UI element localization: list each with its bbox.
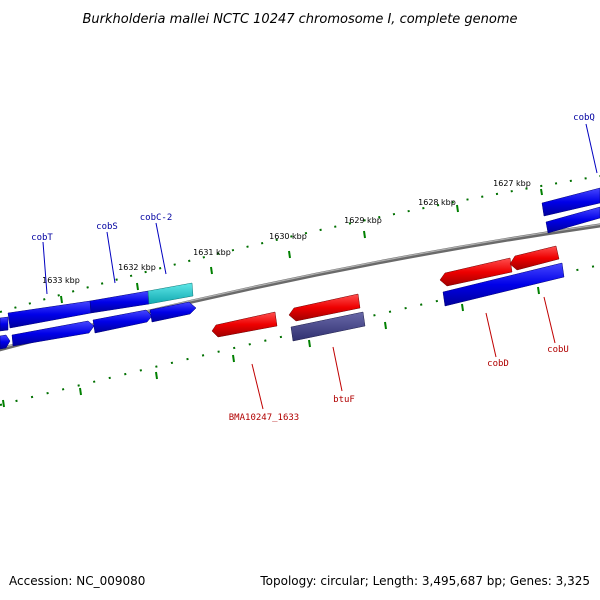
kbp-label: 1627 kbp	[493, 179, 531, 188]
major-tick	[308, 339, 311, 348]
major-tick	[537, 286, 540, 295]
reverse-gene-BMA10247_1633[interactable]	[211, 311, 278, 338]
major-tick	[456, 204, 459, 213]
forward-gene-cobQ[interactable]	[541, 187, 600, 234]
major-tick	[384, 321, 387, 330]
major-tick	[210, 266, 213, 275]
kbp-label: 1629 kbp	[344, 216, 382, 225]
major-tick	[363, 230, 366, 239]
inner-tick-ring	[0, 264, 600, 408]
major-tick	[540, 188, 543, 196]
major-tick	[2, 399, 5, 408]
major-tick	[288, 250, 291, 259]
reverse-gene-cobU[interactable]	[509, 245, 560, 271]
gene-label-cobT[interactable]: cobT	[31, 233, 53, 243]
gene-label-cobQ[interactable]: cobQ	[573, 113, 595, 123]
forward-label-lines	[42, 123, 598, 295]
gene-label-cobC-2[interactable]: cobC-2	[140, 213, 173, 223]
major-tick	[232, 354, 235, 363]
forward-gene-cobT[interactable]	[0, 300, 95, 350]
gene-label-btuF[interactable]: btuF	[333, 395, 355, 405]
reverse-label-lines	[251, 296, 556, 410]
forward-gene-cobC-2[interactable]	[147, 282, 197, 323]
outer-tick-ring	[0, 175, 600, 313]
kbp-label: 1632 kbp	[118, 263, 156, 272]
forward-gene-cobS[interactable]	[89, 290, 153, 334]
major-tick	[461, 303, 464, 312]
gene-label-cobU[interactable]: cobU	[547, 345, 569, 355]
accession-text: Accession: NC_009080	[9, 574, 146, 588]
gene-label-cobS[interactable]: cobS	[96, 222, 118, 232]
major-tick	[155, 371, 158, 380]
reverse-gene-cobD[interactable]	[439, 257, 565, 307]
major-tick	[60, 295, 63, 304]
map-title: Burkholderia mallei NCTC 10247 chromosom…	[82, 12, 517, 27]
major-tick	[136, 282, 139, 291]
kbp-label: 1633 kbp	[42, 276, 80, 285]
major-tick	[79, 387, 82, 396]
reverse-gene-btuF[interactable]	[288, 293, 366, 342]
kbp-label: 1628 kbp	[418, 198, 456, 207]
gene-label-cobD[interactable]: cobD	[487, 359, 509, 369]
kbp-label: 1631 kbp	[193, 248, 231, 257]
kbp-label: 1630 kbp	[269, 232, 307, 241]
gene-label-BMA10247_1633[interactable]: BMA10247_1633	[229, 413, 299, 423]
topology-text: Topology: circular; Length: 3,495,687 bp…	[260, 574, 590, 588]
